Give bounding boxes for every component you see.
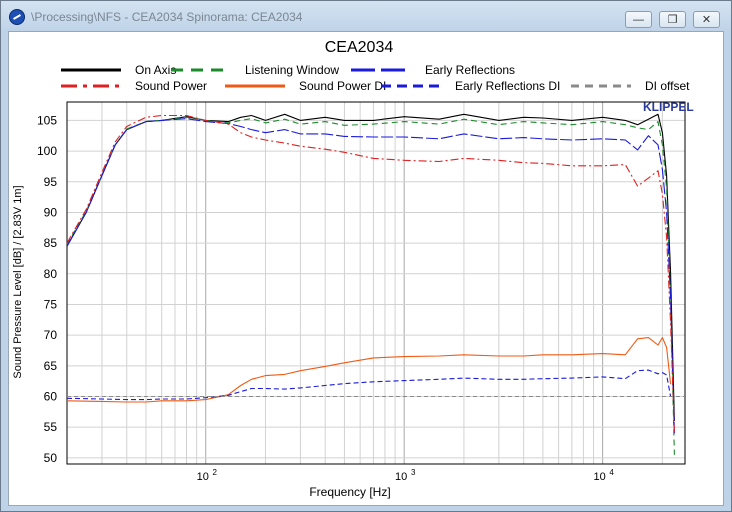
restore-button[interactable]: ❐ [659,11,686,28]
y-tick-label: 85 [44,236,58,250]
x-tick-label: 10 [395,471,407,483]
series-line-early-reflections-di [66,369,672,401]
x-tick-label: 10 [594,471,606,483]
legend-label: Listening Window [245,63,339,77]
y-tick-label: 100 [37,144,57,158]
x-axis-label: Frequency [Hz] [309,485,390,499]
y-tick-label: 70 [44,328,58,342]
close-button[interactable]: ✕ [693,11,720,28]
x-tick-label: 10 [197,471,209,483]
grid [66,102,685,464]
legend-label: On Axis [135,63,176,77]
y-tick-label: 90 [44,205,58,219]
legend-label: Early Reflections [425,63,515,77]
x-tick-exponent: 2 [212,468,217,477]
chart-area: CEA2034 On Axis Listening Window Early Ref… [8,31,724,506]
legend-label: Sound Power DI [299,79,386,93]
x-tick-exponent: 3 [411,468,416,477]
y-tick-label: 55 [44,420,58,434]
y-axis-ticks: 50 55 60 65 70 75 80 85 90 95 100 105 [37,113,57,464]
minimize-button[interactable]: — [625,11,652,28]
y-tick-label: 60 [44,390,58,404]
x-tick-exponent: 4 [609,468,614,477]
series-line-sound-power [66,114,675,434]
x-axis-ticks: 10 2 10 3 10 4 [197,468,615,483]
title-bar[interactable]: \Processing\NFS - CEA2034 Spinorama: CEA… [1,1,731,31]
y-tick-label: 75 [44,297,58,311]
klippel-logo: KLIPPEL [643,100,694,114]
y-tick-label: 50 [44,451,58,465]
series-lines [66,113,685,455]
series-line-listening-window [66,116,675,455]
y-tick-label: 65 [44,359,58,373]
y-tick-label: 105 [37,113,57,127]
y-tick-label: 80 [44,267,58,281]
series-line-early-reflections [66,118,675,434]
legend-label: DI offset [645,79,690,93]
y-tick-label: 95 [44,175,58,189]
legend-label: Sound Power [135,79,207,93]
legend: On Axis Listening Window Early Reflections… [61,63,690,93]
plot-frame [66,101,686,465]
y-axis-label: Sound Pressure Level [dB] / [2.83V 1m] [12,185,24,378]
chart-title: CEA2034 [325,39,394,56]
app-icon [9,9,25,25]
window-title: \Processing\NFS - CEA2034 Spinorama: CEA… [31,10,303,24]
series-line-sound-power-di [66,337,672,403]
spinorama-chart: CEA2034 On Axis Listening Window Early Ref… [12,39,694,499]
legend-label: Early Reflections DI [455,79,560,93]
